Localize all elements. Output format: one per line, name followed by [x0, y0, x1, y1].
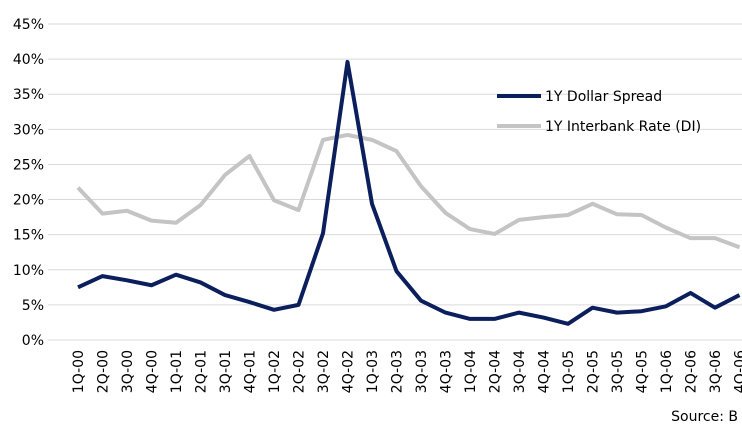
y-tick-label: 45% — [13, 17, 44, 33]
x-tick-label: 3Q-01 — [218, 350, 234, 393]
x-tick-label: 4Q-05 — [635, 350, 651, 393]
x-tick-label: 1Q-03 — [365, 350, 381, 393]
y-tick-label: 10% — [13, 263, 44, 279]
x-tick-label: 4Q-04 — [537, 350, 553, 393]
x-tick-label: 2Q-00 — [96, 350, 112, 393]
y-tick-label: 5% — [22, 298, 44, 314]
x-tick-label: 3Q-06 — [708, 350, 724, 393]
x-tick-label: 3Q-05 — [610, 350, 626, 393]
x-tick-label: 1Q-05 — [561, 350, 577, 393]
x-tick-label: 2Q-01 — [194, 350, 210, 393]
x-tick-label: 1Q-04 — [463, 350, 479, 393]
x-tick-label: 1Q-01 — [169, 350, 185, 393]
x-tick-label: 3Q-00 — [120, 350, 136, 393]
x-tick-label: 3Q-03 — [414, 350, 430, 393]
x-tick-label: 3Q-02 — [316, 350, 332, 393]
x-tick-label: 4Q-00 — [145, 350, 161, 393]
x-tick-label: 1Q-06 — [659, 350, 675, 393]
x-tick-label: 2Q-05 — [586, 350, 602, 393]
x-tick-label: 3Q-04 — [512, 350, 528, 393]
series-line — [77, 59, 741, 326]
x-tick-label: 4Q-06 — [733, 350, 742, 393]
x-tick-label: 2Q-04 — [488, 350, 504, 393]
x-tick-label: 1Q-02 — [267, 350, 283, 393]
y-tick-label: 20% — [13, 193, 44, 209]
x-tick-label: 1Q-00 — [71, 350, 87, 393]
legend-label: 1Y Interbank Rate (DI) — [545, 119, 701, 135]
x-tick-label: 2Q-03 — [390, 350, 406, 393]
x-tick-label: 2Q-02 — [292, 350, 308, 393]
source-note: Source: B — [671, 409, 738, 425]
y-tick-label: 0% — [22, 333, 44, 349]
y-tick-label: 15% — [13, 228, 44, 244]
y-tick-label: 40% — [13, 52, 44, 68]
x-tick-label: 4Q-03 — [439, 350, 455, 393]
legend-label: 1Y Dollar Spread — [545, 89, 662, 105]
series-line — [76, 132, 741, 250]
y-tick-label: 30% — [13, 122, 44, 138]
y-tick-label: 25% — [13, 157, 44, 173]
y-tick-label: 35% — [13, 87, 44, 103]
x-tick-label: 2Q-06 — [684, 350, 700, 393]
x-tick-label: 4Q-02 — [341, 350, 357, 393]
x-tick-label: 4Q-01 — [243, 350, 259, 393]
